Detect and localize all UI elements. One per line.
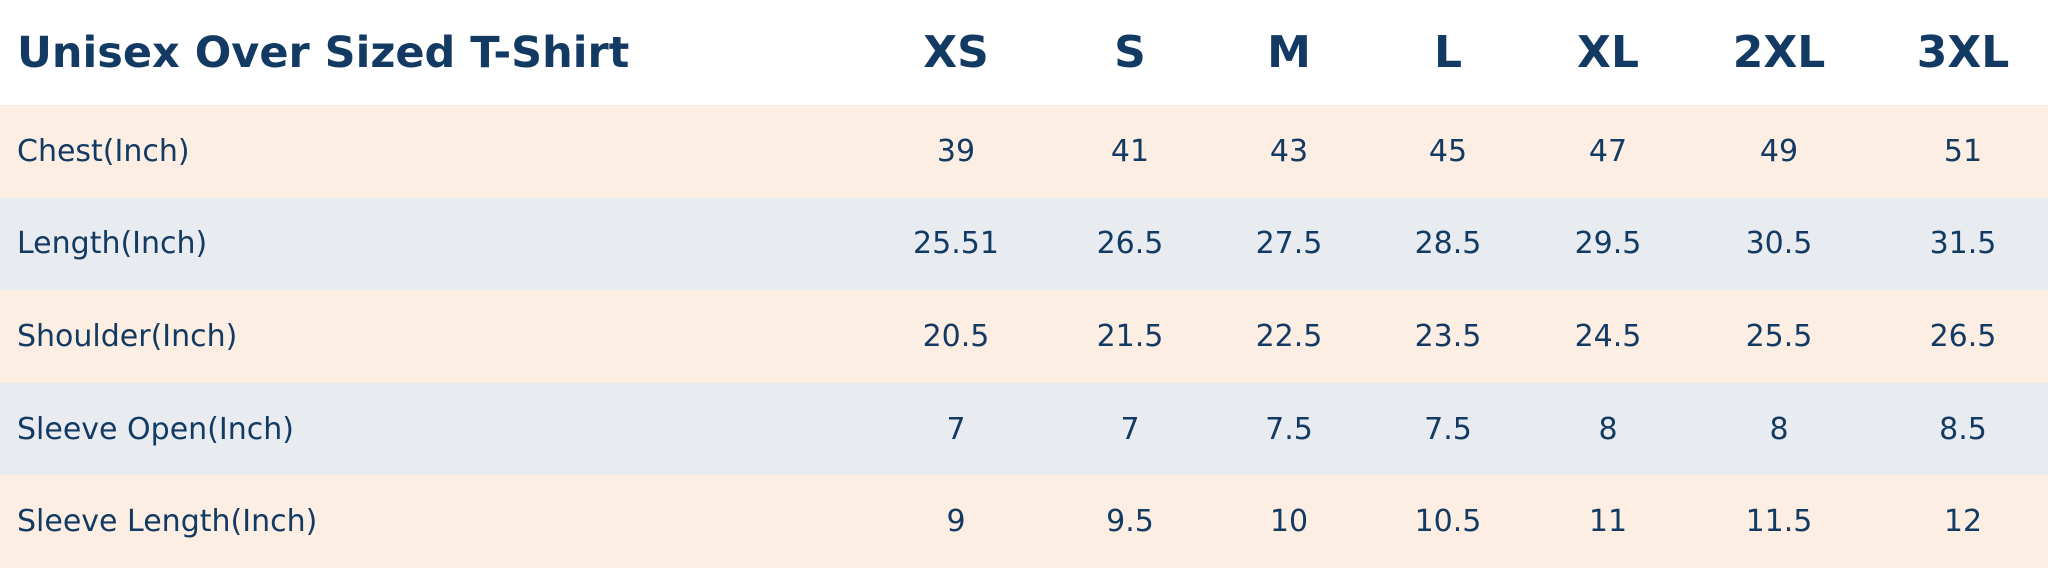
cell-value: 7 [946, 411, 966, 447]
cell-value: 7.5 [1424, 411, 1472, 447]
cell-value: 7.5 [1265, 411, 1313, 447]
cell-value: 26.5 [1929, 318, 1997, 354]
size-header: 3XL [1916, 27, 2010, 78]
cell-value: 8.5 [1939, 411, 1987, 447]
cell-value: 49 [1759, 133, 1799, 169]
header-row: Unisex Over Sized T-Shirt XS S M L XL 2XL 3XL [0, 0, 2048, 105]
table-row: Chest(Inch) 39 41 43 45 47 49 51 [0, 105, 2048, 198]
size-header: M [1267, 27, 1311, 78]
cell-value: 39 [936, 133, 976, 169]
size-header: L [1433, 27, 1463, 78]
cell-value: 26.5 [1096, 226, 1164, 262]
cell-value: 22.5 [1255, 318, 1323, 354]
cell-value: 11 [1588, 504, 1628, 540]
size-header: S [1114, 27, 1146, 78]
cell-value: 21.5 [1096, 318, 1164, 354]
cell-value: 12 [1943, 504, 1983, 540]
cell-value: 25.51 [913, 226, 999, 262]
row-label: Chest(Inch) [17, 133, 190, 169]
cell-value: 43 [1269, 133, 1309, 169]
size-header: XL [1577, 27, 1639, 78]
cell-value: 23.5 [1414, 318, 1482, 354]
cell-value: 10.5 [1414, 504, 1482, 540]
cell-value: 8 [1598, 411, 1618, 447]
table-row: Shoulder(Inch) 20.5 21.5 22.5 23.5 24.5 25.5 26… [0, 290, 2048, 383]
cell-value: 24.5 [1574, 318, 1642, 354]
cell-value: 41 [1110, 133, 1150, 169]
table-row: Length(Inch) 25.51 26.5 27.5 28.5 29.5 30.5 31.… [0, 197, 2048, 291]
row-label: Length(Inch) [17, 226, 208, 262]
cell-value: 31.5 [1929, 226, 1997, 262]
cell-value: 29.5 [1574, 226, 1642, 262]
cell-value: 47 [1588, 133, 1628, 169]
row-label: Sleeve Open(Inch) [17, 411, 294, 447]
row-label: Sleeve Length(Inch) [17, 504, 318, 540]
cell-value: 20.5 [922, 318, 990, 354]
table-row: Sleeve Length(Inch) 9 9.5 10 10.5 11 11.5 12 [0, 475, 2048, 568]
cell-value: 30.5 [1745, 226, 1813, 262]
cell-value: 45 [1428, 133, 1468, 169]
cell-value: 9.5 [1106, 504, 1154, 540]
cell-value: 10 [1269, 504, 1309, 540]
cell-value: 8 [1769, 411, 1789, 447]
cell-value: 9 [946, 504, 966, 540]
cell-value: 27.5 [1255, 226, 1323, 262]
size-header: 2XL [1732, 27, 1826, 78]
row-label: Shoulder(Inch) [17, 318, 238, 354]
cell-value: 11.5 [1745, 504, 1813, 540]
cell-value: 51 [1943, 133, 1983, 169]
cell-value: 28.5 [1414, 226, 1482, 262]
cell-value: 25.5 [1745, 318, 1813, 354]
size-header: XS [923, 27, 989, 78]
table-title: Unisex Over Sized T-Shirt [17, 27, 630, 78]
cell-value: 7 [1120, 411, 1140, 447]
table-row: Sleeve Open(Inch) 7 7 7.5 7.5 8 8 8.5 [0, 382, 2048, 476]
